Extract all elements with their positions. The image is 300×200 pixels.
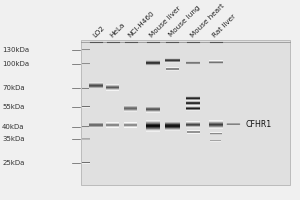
Bar xyxy=(146,64,160,65)
Bar xyxy=(146,122,160,123)
Text: CFHR1: CFHR1 xyxy=(227,120,272,129)
Bar xyxy=(146,63,160,64)
Bar xyxy=(124,109,137,110)
Bar xyxy=(209,127,223,128)
Bar xyxy=(165,130,180,131)
Bar xyxy=(124,110,137,111)
Text: 25kDa: 25kDa xyxy=(2,160,25,166)
Bar xyxy=(165,129,180,130)
Bar xyxy=(209,122,223,123)
Bar xyxy=(209,125,223,126)
Bar xyxy=(124,105,137,106)
Bar xyxy=(146,120,160,121)
Text: HeLa: HeLa xyxy=(108,21,126,38)
Bar xyxy=(165,125,180,126)
Bar xyxy=(146,126,160,127)
Bar xyxy=(186,121,200,122)
Bar xyxy=(146,128,160,129)
Bar xyxy=(89,126,103,127)
Text: 130kDa: 130kDa xyxy=(2,47,29,53)
Bar xyxy=(186,125,200,126)
Bar xyxy=(106,85,119,86)
Bar xyxy=(186,126,200,127)
Bar xyxy=(146,121,160,122)
Bar xyxy=(146,130,160,131)
Bar xyxy=(89,86,103,87)
Bar xyxy=(106,88,119,89)
Bar xyxy=(146,112,160,113)
Text: 70kDa: 70kDa xyxy=(2,85,25,91)
Bar xyxy=(106,84,119,85)
Bar xyxy=(146,125,160,126)
Bar xyxy=(81,40,290,185)
Text: 55kDa: 55kDa xyxy=(2,104,25,110)
Bar xyxy=(186,123,200,124)
Text: Mouse heart: Mouse heart xyxy=(189,2,225,38)
Text: 40kDa: 40kDa xyxy=(2,124,25,130)
Bar xyxy=(209,128,223,129)
Bar xyxy=(146,123,160,124)
Bar xyxy=(146,127,160,128)
Bar xyxy=(124,111,137,112)
Bar xyxy=(209,120,223,121)
Bar xyxy=(106,87,119,88)
Bar xyxy=(89,123,103,124)
Bar xyxy=(186,124,200,125)
Bar xyxy=(89,82,103,83)
Bar xyxy=(146,60,160,61)
Bar xyxy=(209,123,223,124)
Bar xyxy=(165,128,180,129)
Text: NCI-H460: NCI-H460 xyxy=(126,10,155,38)
Bar xyxy=(89,88,103,89)
Text: Rat liver: Rat liver xyxy=(212,13,237,38)
Bar xyxy=(89,124,103,125)
Text: 35kDa: 35kDa xyxy=(2,136,25,142)
Bar xyxy=(146,107,160,108)
Bar xyxy=(146,110,160,111)
Bar xyxy=(89,87,103,88)
Bar xyxy=(209,126,223,127)
Bar xyxy=(124,107,137,108)
Bar xyxy=(89,83,103,84)
Bar xyxy=(124,108,137,109)
Bar xyxy=(89,125,103,126)
Bar xyxy=(146,108,160,109)
Bar xyxy=(146,62,160,63)
Bar xyxy=(186,127,200,128)
Bar xyxy=(89,122,103,123)
Bar xyxy=(165,123,180,124)
Bar xyxy=(209,124,223,125)
Bar xyxy=(146,124,160,125)
Bar xyxy=(165,127,180,128)
Text: Mouse lung: Mouse lung xyxy=(168,5,202,38)
Bar xyxy=(165,126,180,127)
Bar xyxy=(124,106,137,107)
Bar xyxy=(146,111,160,112)
Bar xyxy=(146,65,160,66)
Bar xyxy=(209,121,223,122)
Text: 100kDa: 100kDa xyxy=(2,61,29,67)
Bar xyxy=(146,131,160,132)
Bar xyxy=(165,124,180,125)
Bar xyxy=(106,90,119,91)
Bar xyxy=(146,61,160,62)
Text: LO2: LO2 xyxy=(92,24,106,38)
Bar xyxy=(146,106,160,107)
Bar xyxy=(89,127,103,128)
Bar xyxy=(106,89,119,90)
Bar xyxy=(186,122,200,123)
Bar xyxy=(89,84,103,85)
Bar xyxy=(165,122,180,123)
Bar xyxy=(89,85,103,86)
Text: Mouse liver: Mouse liver xyxy=(149,5,182,38)
Bar xyxy=(106,86,119,87)
Bar xyxy=(146,109,160,110)
Bar xyxy=(146,129,160,130)
Bar xyxy=(165,121,180,122)
